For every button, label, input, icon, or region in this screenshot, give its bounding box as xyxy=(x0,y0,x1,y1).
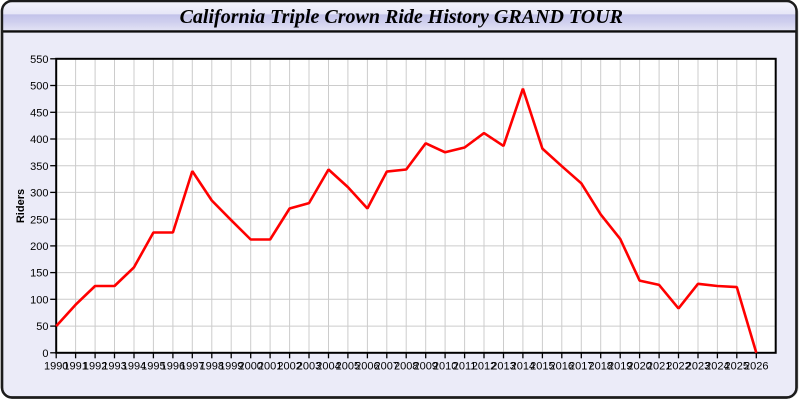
svg-text:2003: 2003 xyxy=(297,361,321,373)
svg-text:2021: 2021 xyxy=(647,361,671,373)
svg-text:2023: 2023 xyxy=(686,361,710,373)
svg-text:2025: 2025 xyxy=(725,361,749,373)
svg-text:350: 350 xyxy=(30,161,48,173)
svg-text:2011: 2011 xyxy=(453,361,477,373)
svg-text:2015: 2015 xyxy=(530,361,554,373)
svg-text:2008: 2008 xyxy=(394,361,418,373)
svg-text:0: 0 xyxy=(42,348,48,360)
svg-text:2014: 2014 xyxy=(511,361,535,373)
svg-text:2006: 2006 xyxy=(355,361,379,373)
svg-text:Riders: Riders xyxy=(15,189,27,223)
svg-text:1994: 1994 xyxy=(122,361,146,373)
svg-text:450: 450 xyxy=(30,107,48,119)
svg-text:2017: 2017 xyxy=(569,361,593,373)
svg-text:2007: 2007 xyxy=(375,361,399,373)
svg-text:1999: 1999 xyxy=(219,361,243,373)
svg-text:2004: 2004 xyxy=(316,361,340,373)
svg-text:2022: 2022 xyxy=(666,361,690,373)
svg-text:50: 50 xyxy=(36,321,48,333)
svg-text:250: 250 xyxy=(30,214,48,226)
svg-text:2016: 2016 xyxy=(550,361,574,373)
svg-text:1995: 1995 xyxy=(141,361,165,373)
svg-text:1991: 1991 xyxy=(63,361,87,373)
svg-text:1996: 1996 xyxy=(161,361,185,373)
svg-text:2010: 2010 xyxy=(433,361,457,373)
svg-text:2000: 2000 xyxy=(238,361,262,373)
svg-text:550: 550 xyxy=(30,54,48,66)
svg-text:400: 400 xyxy=(30,134,48,146)
svg-text:300: 300 xyxy=(30,188,48,200)
svg-text:California Triple Crown Ride H: California Triple Crown Ride History GRA… xyxy=(180,6,623,28)
svg-text:2019: 2019 xyxy=(608,361,632,373)
svg-text:200: 200 xyxy=(30,241,48,253)
svg-text:500: 500 xyxy=(30,81,48,93)
svg-text:2005: 2005 xyxy=(336,361,360,373)
svg-text:1997: 1997 xyxy=(180,361,204,373)
svg-text:2020: 2020 xyxy=(627,361,651,373)
svg-text:2002: 2002 xyxy=(277,361,301,373)
svg-text:100: 100 xyxy=(30,294,48,306)
svg-text:1990: 1990 xyxy=(44,361,68,373)
svg-text:2001: 2001 xyxy=(258,361,282,373)
svg-text:1993: 1993 xyxy=(102,361,126,373)
svg-text:2024: 2024 xyxy=(705,361,729,373)
svg-text:2012: 2012 xyxy=(472,361,496,373)
svg-text:2013: 2013 xyxy=(491,361,515,373)
svg-text:2026: 2026 xyxy=(744,361,768,373)
svg-text:150: 150 xyxy=(30,268,48,280)
svg-text:1992: 1992 xyxy=(83,361,107,373)
svg-text:2009: 2009 xyxy=(413,361,437,373)
svg-text:2018: 2018 xyxy=(588,361,612,373)
svg-text:1998: 1998 xyxy=(200,361,224,373)
